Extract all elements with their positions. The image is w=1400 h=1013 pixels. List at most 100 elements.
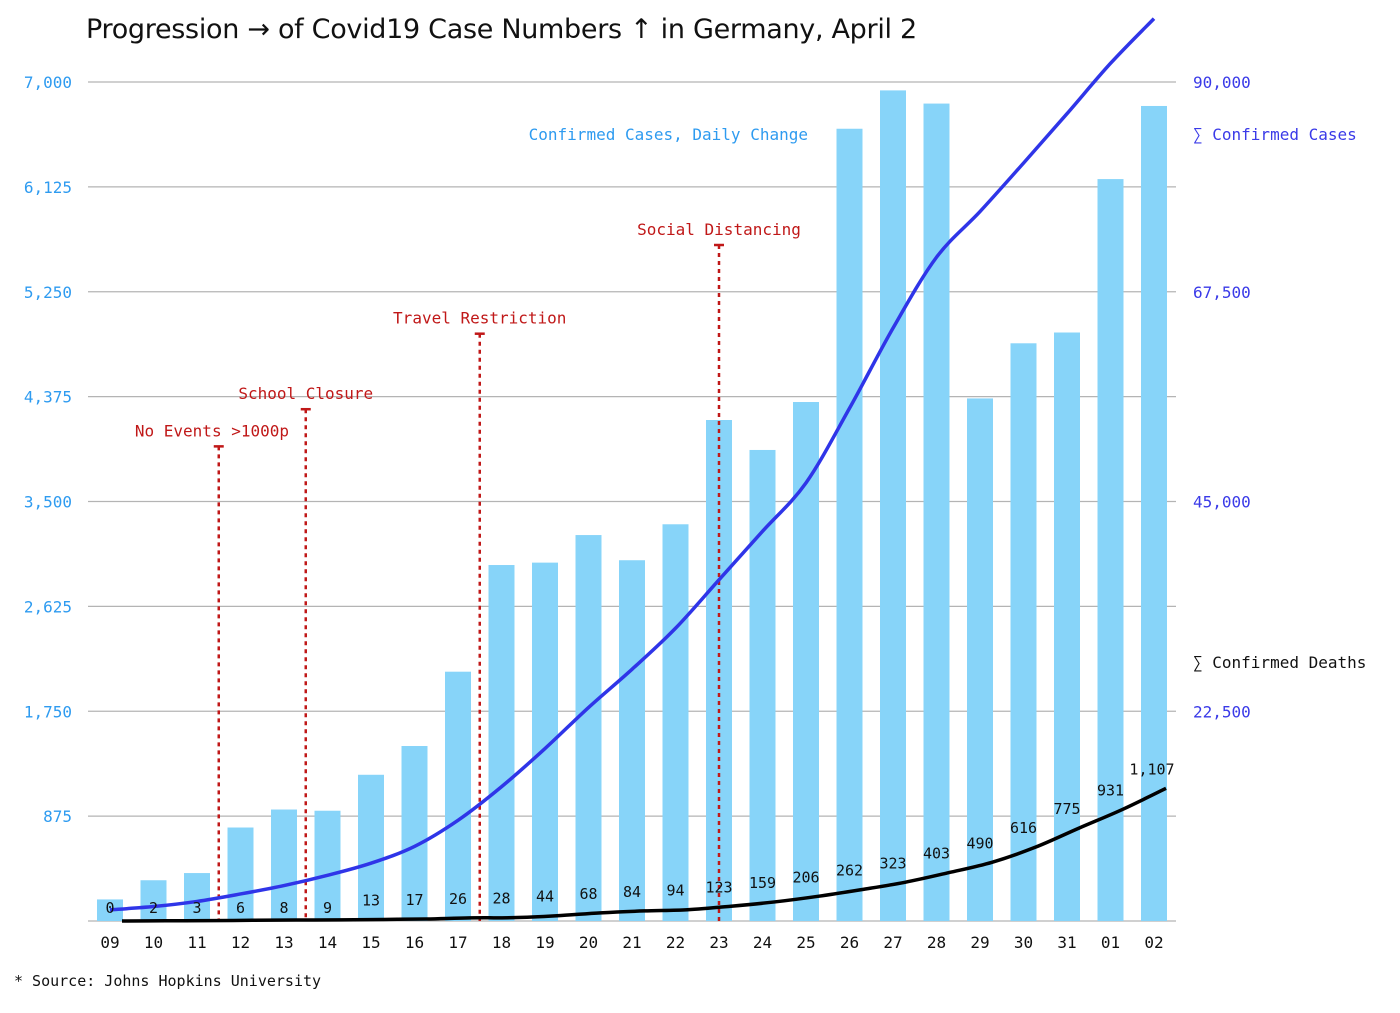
daily-change-bar bbox=[749, 449, 776, 921]
daily-change-bar bbox=[140, 880, 167, 921]
x-axis-tick-label: 29 bbox=[970, 933, 989, 952]
x-axis-tick-label: 02 bbox=[1144, 933, 1163, 952]
death-count-label: 13 bbox=[362, 891, 380, 909]
death-count-label: 323 bbox=[879, 854, 906, 872]
death-count-label: 1,107 bbox=[1129, 760, 1174, 778]
death-count-label: 0 bbox=[105, 899, 114, 917]
left-axis-tick-label: 2,625 bbox=[24, 597, 72, 616]
daily-change-bar bbox=[619, 560, 645, 921]
death-count-label: 2 bbox=[149, 899, 158, 917]
x-axis-tick-label: 28 bbox=[927, 933, 946, 952]
x-axis-tick-label: 14 bbox=[318, 933, 337, 952]
x-axis-tick-label: 26 bbox=[840, 933, 859, 952]
chart-title: Progression → of Covid19 Case Numbers ↑ … bbox=[86, 14, 917, 45]
x-axis-tick-label: 10 bbox=[144, 933, 163, 952]
daily-change-bar bbox=[1054, 332, 1080, 921]
x-axis-tick-label: 15 bbox=[361, 933, 380, 952]
x-axis-tick-label: 25 bbox=[796, 933, 815, 952]
x-axis-tick-label: 24 bbox=[753, 933, 772, 952]
death-count-label: 159 bbox=[749, 874, 776, 892]
right-axis-tick-label: 67,500 bbox=[1193, 283, 1251, 302]
daily-change-bar bbox=[1010, 343, 1037, 921]
right-axis-tick-label: 22,500 bbox=[1193, 702, 1251, 721]
x-axis-tick-label: 20 bbox=[579, 933, 598, 952]
x-axis-tick-label: 21 bbox=[622, 933, 641, 952]
right-axis-tick-label: 90,000 bbox=[1193, 73, 1251, 92]
death-count-label: 6 bbox=[236, 899, 245, 917]
left-axis-tick-label: 875 bbox=[43, 807, 72, 826]
death-count-label: 8 bbox=[279, 899, 288, 917]
right-axis-tick-label: 45,000 bbox=[1193, 493, 1251, 512]
death-count-label: 490 bbox=[966, 834, 993, 852]
death-count-label: 9 bbox=[323, 899, 332, 917]
daily-change-bar bbox=[488, 565, 515, 921]
confirmed-deaths-line bbox=[121, 786, 1167, 923]
x-axis-tick-label: 31 bbox=[1057, 933, 1076, 952]
x-axis-tick-label: 17 bbox=[448, 933, 467, 952]
daily-change-bar bbox=[227, 827, 254, 921]
daily-change-bars bbox=[97, 90, 1167, 922]
death-count-label: 68 bbox=[579, 885, 597, 903]
left-axis-tick-label: 3,500 bbox=[24, 493, 72, 512]
death-count-label: 931 bbox=[1097, 781, 1124, 799]
event-label: School Closure bbox=[238, 384, 373, 403]
death-count-label: 262 bbox=[836, 862, 863, 880]
daily-change-bar bbox=[662, 524, 689, 921]
confirmed-cases-series-label: ∑ Confirmed Cases bbox=[1193, 125, 1357, 144]
left-axis-tick-label: 6,125 bbox=[24, 178, 72, 197]
x-axis-tick-label: 19 bbox=[535, 933, 554, 952]
x-axis-tick-label: 09 bbox=[100, 933, 119, 952]
axes: 8751,7502,6253,5004,3755,2506,1257,00022… bbox=[24, 73, 1367, 952]
daily-change-bar bbox=[967, 398, 993, 921]
death-count-label: 26 bbox=[449, 890, 467, 908]
daily-change-bar bbox=[314, 810, 341, 921]
daily-change-bar bbox=[184, 873, 210, 921]
death-count-label: 775 bbox=[1053, 800, 1080, 818]
source-note: * Source: Johns Hopkins University bbox=[14, 972, 322, 990]
death-data-labels: 0 2 3 6 8 9 13 17 26 28 44 68 84 94 123 159 206 262 323403… bbox=[105, 760, 1174, 917]
daily-change-bar bbox=[923, 103, 950, 922]
death-count-label: 44 bbox=[536, 888, 554, 906]
daily-change-bar bbox=[445, 671, 471, 921]
policy-event-markers: No Events >1000p School Closure Travel Res… bbox=[135, 220, 801, 921]
daily-change-bar bbox=[880, 90, 906, 921]
daily-change-series-label: Confirmed Cases, Daily Change bbox=[529, 125, 808, 144]
death-count-label: 28 bbox=[492, 890, 510, 908]
x-axis-tick-label: 01 bbox=[1101, 933, 1120, 952]
death-count-label: 206 bbox=[792, 868, 819, 886]
x-axis-tick-label: 11 bbox=[187, 933, 206, 952]
confirmed-cases-line bbox=[109, 17, 1156, 912]
x-axis-tick-label: 16 bbox=[405, 933, 424, 952]
death-count-label: 123 bbox=[705, 878, 732, 896]
daily-change-bar bbox=[1097, 179, 1124, 921]
x-axis-tick-label: 22 bbox=[666, 933, 685, 952]
daily-change-bar bbox=[1141, 105, 1167, 921]
death-count-label: 94 bbox=[666, 882, 684, 900]
death-count-label: 84 bbox=[623, 883, 641, 901]
cumulative-lines bbox=[109, 17, 1167, 923]
x-axis-tick-label: 12 bbox=[231, 933, 250, 952]
left-axis-tick-label: 5,250 bbox=[24, 283, 72, 302]
x-axis-tick-label: 23 bbox=[709, 933, 728, 952]
x-axis-tick-label: 30 bbox=[1014, 933, 1033, 952]
death-count-label: 403 bbox=[923, 845, 950, 863]
daily-change-bar bbox=[271, 809, 297, 921]
left-axis-tick-label: 1,750 bbox=[24, 702, 72, 721]
daily-change-bar bbox=[836, 128, 863, 922]
death-count-label: 3 bbox=[192, 899, 201, 917]
daily-change-bar bbox=[575, 535, 602, 921]
daily-change-bar bbox=[401, 746, 428, 921]
left-axis-tick-label: 7,000 bbox=[24, 73, 72, 92]
event-label: No Events >1000p bbox=[135, 421, 289, 440]
x-axis-tick-label: 18 bbox=[492, 933, 511, 952]
confirmed-deaths-series-label: ∑ Confirmed Deaths bbox=[1193, 653, 1366, 672]
event-label: Social Distancing bbox=[637, 220, 801, 239]
left-axis-tick-label: 4,375 bbox=[24, 388, 72, 407]
daily-change-bar bbox=[97, 899, 123, 921]
x-axis-tick-label: 13 bbox=[274, 933, 293, 952]
daily-change-bar bbox=[793, 402, 819, 922]
death-count-label: 17 bbox=[405, 891, 423, 909]
event-label: Travel Restriction bbox=[393, 309, 566, 328]
death-count-label: 616 bbox=[1010, 819, 1037, 837]
